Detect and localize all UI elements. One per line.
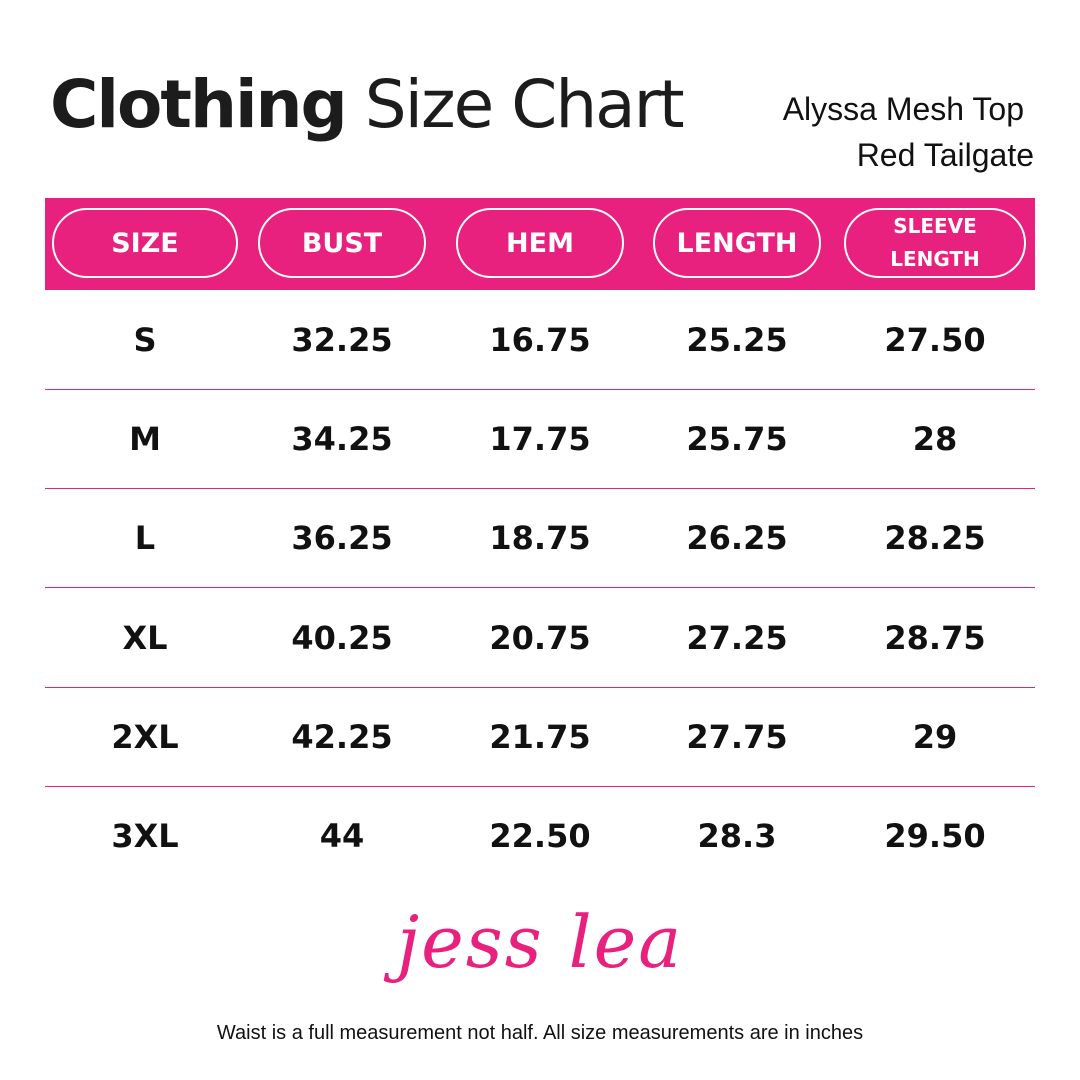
- row-separator: [45, 488, 1035, 490]
- table-cell: 44: [319, 817, 365, 855]
- row-separator: [45, 785, 1035, 787]
- table-cell: 25.75: [686, 420, 788, 459]
- logo: jess lea: [396, 900, 684, 984]
- title-bold: Clothing: [50, 66, 348, 143]
- header-band: SIZE BUST HEM LENGTH SLEEVE LENGTH: [45, 198, 1035, 290]
- table-cell: 3XL: [111, 817, 179, 855]
- table-cell: 2XL: [111, 717, 179, 756]
- table-cell: L: [134, 519, 156, 558]
- table-cell: 28.3: [697, 817, 777, 855]
- table-cell: 27.50: [884, 321, 986, 359]
- column-header: HEM: [456, 208, 624, 278]
- table-cell: 29.50: [884, 817, 986, 855]
- table-cell: 40.25: [291, 618, 393, 657]
- table-cell: 32.25: [291, 321, 393, 359]
- table-cell: 36.25: [291, 519, 393, 558]
- table-cell: 17.75: [489, 420, 591, 459]
- table-cell: XL: [122, 618, 168, 657]
- table-cell: 42.25: [291, 717, 393, 756]
- table-cell: 28: [912, 420, 958, 459]
- product-name: Alyssa Mesh Top: [782, 91, 1024, 127]
- table-cell: 34.25: [291, 420, 393, 459]
- table-cell: 22.50: [489, 817, 591, 855]
- table-cell: S: [133, 321, 157, 359]
- table-cell: 20.75: [489, 618, 591, 657]
- table-cell: 26.25: [686, 519, 788, 558]
- table-cell: 27.75: [686, 717, 788, 756]
- column-header: SIZE: [52, 208, 238, 278]
- table-cell: 18.75: [489, 519, 591, 558]
- product-color: Red Tailgate: [856, 137, 1034, 173]
- table-cell: M: [129, 420, 161, 459]
- table-cell: 16.75: [489, 321, 591, 359]
- table-cell: 28.25: [884, 519, 986, 558]
- column-header: LENGTH: [653, 208, 821, 278]
- table-cell: 21.75: [489, 717, 591, 756]
- column-header: SLEEVE LENGTH: [844, 208, 1026, 278]
- column-header: BUST: [258, 208, 426, 278]
- row-separator: [45, 587, 1035, 589]
- row-separator: [45, 389, 1035, 390]
- product-info: Alyssa Mesh Top Red Tailgate: [783, 86, 1034, 178]
- title: Clothing Size Chart: [50, 66, 685, 143]
- table-cell: 29: [912, 717, 958, 756]
- footer-note: Waist is a full measurement not half. Al…: [216, 1022, 864, 1044]
- table-cell: 25.25: [686, 321, 788, 359]
- title-regular: Size Chart: [364, 66, 685, 143]
- table-cell: 28.75: [884, 618, 986, 657]
- row-separator: [45, 686, 1035, 688]
- table-cell: 27.25: [686, 618, 788, 657]
